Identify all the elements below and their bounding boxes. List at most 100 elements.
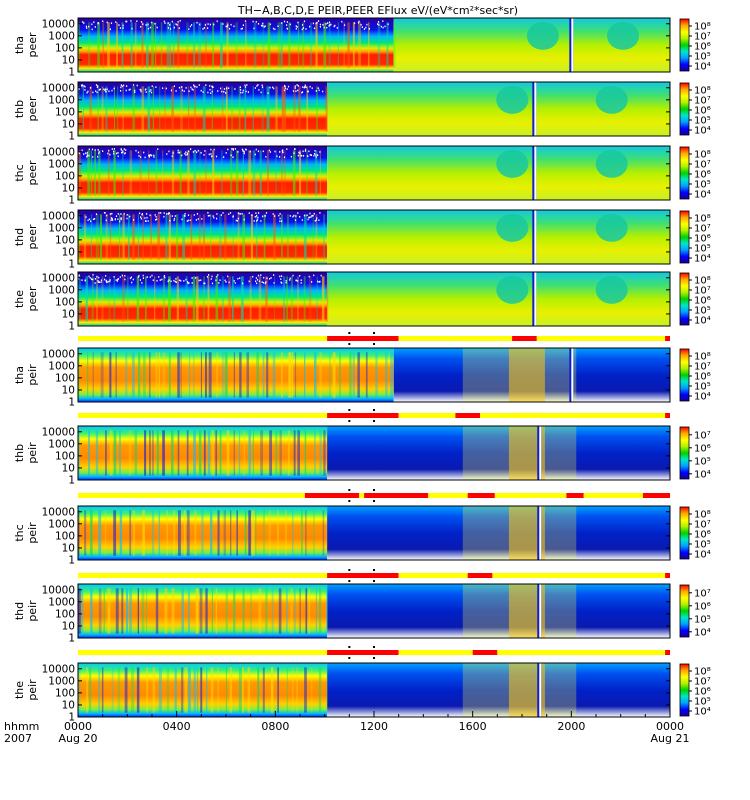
y-tick-label: 10 xyxy=(62,384,75,396)
colorbar-tick-label: 10⁸ xyxy=(694,510,711,521)
y-tick-label: 100 xyxy=(55,106,75,118)
colorbar xyxy=(679,146,690,200)
y-axis-species-label: peir xyxy=(26,442,39,464)
spectrogram-tha_peer xyxy=(78,18,670,72)
y-tick-label: 1000 xyxy=(48,675,75,687)
mode-bar-segment xyxy=(304,493,360,498)
y-tick-label: 10000 xyxy=(42,272,75,284)
colorbar xyxy=(679,426,690,480)
mode-bar-segment xyxy=(492,573,666,578)
colorbar xyxy=(679,272,690,326)
colorbar-tick-label: 10⁴ xyxy=(694,707,711,718)
y-axis-species-label: peir xyxy=(26,600,39,622)
mode-bar-segment xyxy=(536,336,666,341)
y-tick-label: 10 xyxy=(62,620,75,632)
panel-frame xyxy=(77,583,671,639)
mode-bar-segment xyxy=(359,493,365,498)
x-tick-label: 1600 xyxy=(459,720,487,733)
colorbar-tick-label: 10⁵ xyxy=(694,697,711,708)
colorbar-tick-label: 10⁷ xyxy=(694,362,711,373)
colorbar-tick-label: 10⁷ xyxy=(694,588,711,599)
x-tick-label: 2000 xyxy=(557,720,585,733)
mode-bar-segment xyxy=(398,413,456,418)
colorbar-tick-label: 10⁷ xyxy=(694,677,711,688)
colorbar-tick-label: 10⁵ xyxy=(694,116,711,127)
mode-bar-segment xyxy=(512,336,537,341)
plot-title: TH−A,B,C,D,E PEIR,PEER EFlux eV/(eV*cm²*… xyxy=(237,4,518,17)
y-tick-label: 1 xyxy=(68,712,75,724)
y-axis-species-label: peir xyxy=(26,679,39,701)
colorbar xyxy=(679,506,690,560)
y-tick-label: 100 xyxy=(55,530,75,542)
colorbar-tick-label: 10⁵ xyxy=(694,456,711,467)
colorbar-tick-label: 10⁷ xyxy=(694,160,711,171)
mode-bar-segment xyxy=(455,413,481,418)
spectrogram-thd_peer xyxy=(78,210,670,264)
y-tick-label: 10000 xyxy=(42,82,75,94)
colorbar-tick-label: 10⁶ xyxy=(694,372,711,383)
mode-bar-segment xyxy=(398,573,468,578)
spectrogram-thc_peir xyxy=(78,506,670,560)
y-tick-label: 100 xyxy=(55,608,75,620)
colorbar xyxy=(679,663,690,717)
colorbar-tick-label: 10⁸ xyxy=(694,86,711,97)
y-tick-label: 10 xyxy=(62,54,75,66)
mode-bar-segment xyxy=(428,493,468,498)
y-tick-label: 1 xyxy=(68,475,75,487)
colorbar-tick-label: 10⁶ xyxy=(694,106,711,117)
mode-bar-segment xyxy=(665,413,670,418)
colorbar-tick-label: 10⁵ xyxy=(694,244,711,255)
y-tick-label: 1000 xyxy=(48,360,75,372)
mode-bar-segment xyxy=(497,650,665,655)
y-tick-label: 10000 xyxy=(42,426,75,438)
colorbar xyxy=(679,584,690,638)
spectrogram-thb_peir xyxy=(78,426,670,480)
panel-frame xyxy=(77,145,671,201)
x-tick-date-label: Aug 20 xyxy=(59,732,98,745)
mode-bar-tha_peir xyxy=(78,332,670,345)
y-tick-label: 10 xyxy=(62,246,75,258)
x-tick-label: 1200 xyxy=(360,720,388,733)
y-tick-label: 1 xyxy=(68,259,75,271)
colorbar-tick-label: 10⁷ xyxy=(694,430,711,441)
spectrogram-the_peir xyxy=(78,663,670,717)
colorbar xyxy=(679,82,690,136)
colorbar-tick-label: 10⁵ xyxy=(694,180,711,191)
colorbar-tick-label: 10⁵ xyxy=(694,306,711,317)
colorbar-tick-label: 10⁶ xyxy=(694,234,711,245)
mode-bar-segment xyxy=(583,493,643,498)
mode-bar-segment xyxy=(480,413,666,418)
colorbar-tick-label: 10⁶ xyxy=(694,443,711,454)
y-tick-label: 1000 xyxy=(48,284,75,296)
colorbar-tick-label: 10⁵ xyxy=(694,52,711,63)
y-axis-probe-label: thb xyxy=(13,100,26,118)
y-tick-label: 1 xyxy=(68,321,75,333)
colorbar-tick-label: 10⁸ xyxy=(694,276,711,287)
y-tick-label: 1 xyxy=(68,397,75,409)
y-tick-label: 10000 xyxy=(42,18,75,30)
colorbar-tick-label: 10⁴ xyxy=(694,627,711,638)
y-tick-label: 1 xyxy=(68,555,75,567)
y-tick-label: 100 xyxy=(55,687,75,699)
y-tick-label: 1000 xyxy=(48,158,75,170)
y-axis-species-label: peer xyxy=(26,96,39,122)
y-tick-label: 100 xyxy=(55,450,75,462)
colorbar-tick-label: 10⁴ xyxy=(694,254,711,265)
colorbar-tick-label: 10⁴ xyxy=(694,392,711,403)
colorbar-tick-label: 10⁸ xyxy=(694,150,711,161)
colorbar-tick-label: 10⁴ xyxy=(694,316,711,327)
y-tick-label: 1 xyxy=(68,67,75,79)
colorbar-tick-label: 10⁵ xyxy=(694,614,711,625)
y-axis-probe-label: thd xyxy=(13,228,26,246)
y-tick-label: 100 xyxy=(55,296,75,308)
mode-bar-thc_peir xyxy=(78,489,670,502)
mode-bar-segment xyxy=(364,493,429,498)
y-tick-label: 10 xyxy=(62,182,75,194)
y-tick-label: 10000 xyxy=(42,584,75,596)
panel-frame xyxy=(77,347,671,403)
spectrogram-tha_peir xyxy=(78,348,670,402)
